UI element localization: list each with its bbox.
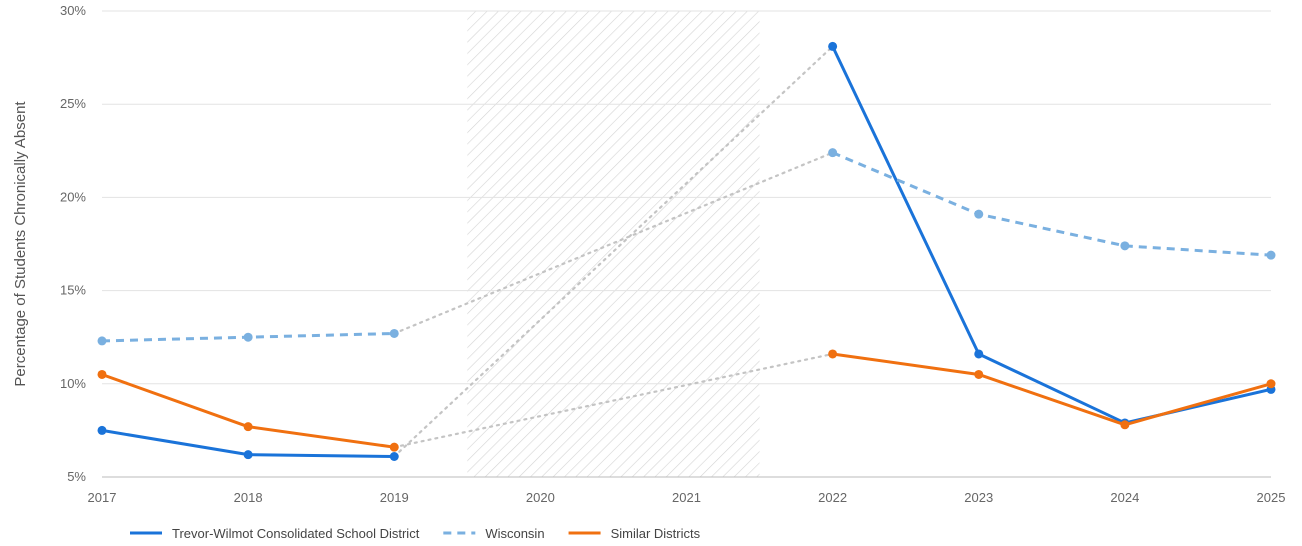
data-point: [828, 349, 838, 359]
y-axis-ticks: 5% 10% 15% 20% 25% 30%: [60, 3, 86, 484]
data-point: [1266, 379, 1276, 389]
x-tick-label: 2020: [526, 490, 555, 505]
y-tick-label: 15%: [60, 283, 86, 298]
legend-label: Wisconsin: [485, 526, 544, 541]
gridlines: [102, 10, 1271, 478]
data-point: [389, 451, 399, 461]
data-point: [974, 209, 984, 219]
data-point: [243, 422, 253, 432]
data-point: [97, 336, 107, 346]
x-tick-label: 2019: [380, 490, 409, 505]
gap-connector-line: [393, 151, 834, 335]
gap-connector-line: [393, 45, 834, 458]
x-tick-label: 2018: [234, 490, 263, 505]
x-axis-ticks: 2017 2018 2019 2020 2021 2022 2023 2024 2025: [88, 490, 1286, 505]
data-point: [389, 328, 399, 338]
gap-connectors: [393, 45, 834, 458]
y-tick-label: 5%: [67, 469, 86, 484]
y-tick-label: 25%: [60, 96, 86, 111]
x-tick-label: 2025: [1257, 490, 1286, 505]
data-point: [97, 369, 107, 379]
data-point: [1266, 250, 1276, 260]
data-point: [243, 450, 253, 460]
series-line: [831, 45, 1272, 425]
data-point: [1120, 420, 1130, 430]
data-point: [1120, 241, 1130, 251]
gap-connector-line: [393, 352, 834, 449]
y-tick-label: 10%: [60, 376, 86, 391]
y-tick-label: 30%: [60, 3, 86, 18]
data-point: [974, 349, 984, 359]
series-line: [832, 352, 1272, 427]
data-point: [828, 41, 838, 51]
data-point: [828, 148, 838, 158]
x-tick-label: 2024: [1110, 490, 1139, 505]
data-point: [97, 425, 107, 435]
shaded-region-rect: [467, 11, 760, 477]
shaded-gap-region: [467, 11, 760, 477]
legend-label: Similar Districts: [611, 526, 701, 541]
data-point: [389, 442, 399, 452]
legend-label: Trevor-Wilmot Consolidated School Distri…: [172, 526, 420, 541]
y-tick-label: 20%: [60, 189, 86, 204]
x-tick-label: 2022: [818, 490, 847, 505]
series-lines: [97, 41, 1276, 461]
series-line: [832, 151, 1272, 257]
legend: Trevor-Wilmot Consolidated School Distri…: [130, 526, 701, 541]
data-point: [243, 332, 253, 342]
y-axis-title: Percentage of Students Chronically Absen…: [12, 101, 29, 387]
x-tick-label: 2017: [88, 490, 117, 505]
x-tick-label: 2021: [672, 490, 701, 505]
data-point: [974, 369, 984, 379]
x-tick-label: 2023: [964, 490, 993, 505]
